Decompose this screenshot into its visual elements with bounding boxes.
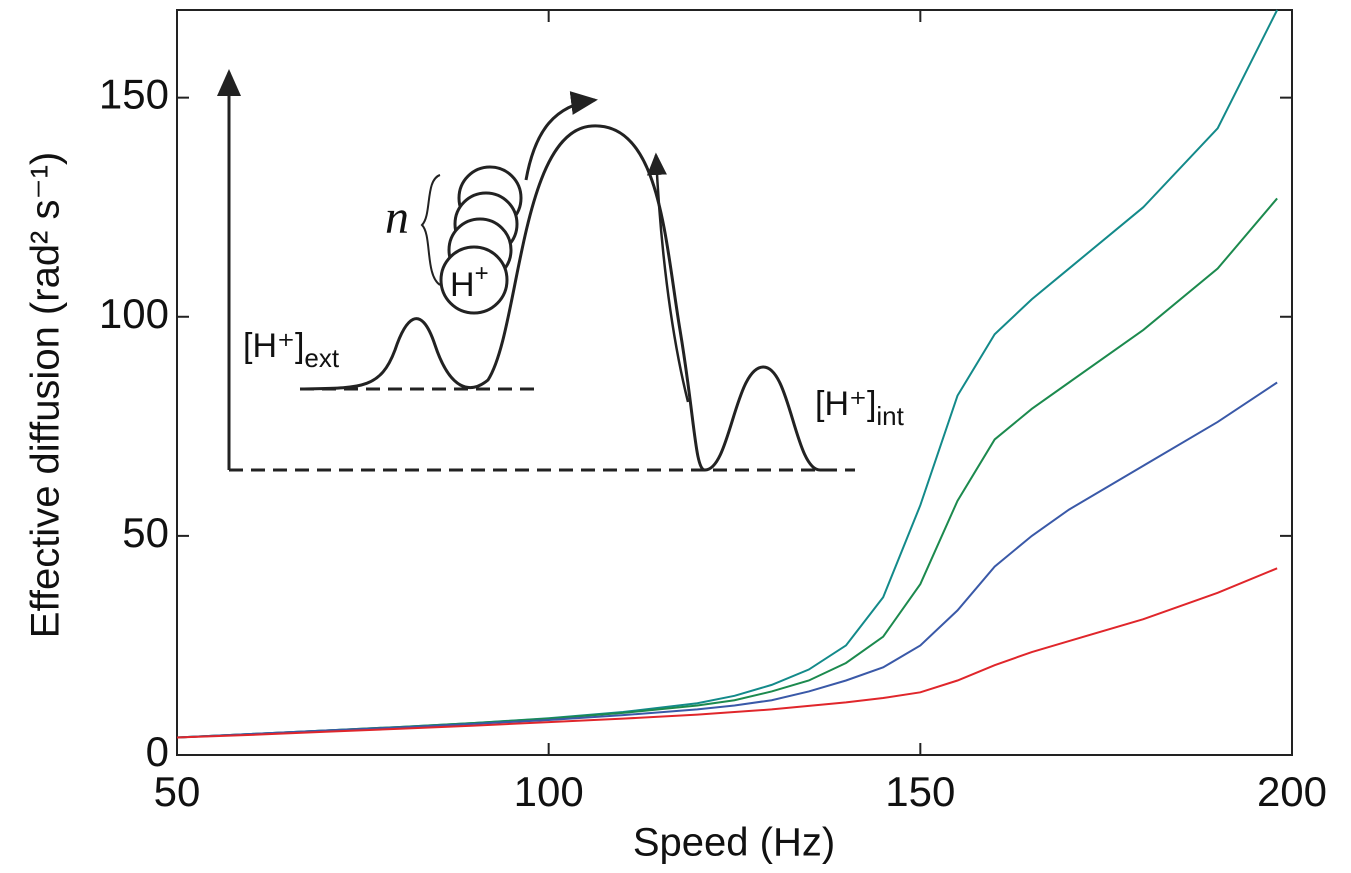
energy-profile xyxy=(299,124,835,472)
annotation-text: [H⁺] xyxy=(243,327,304,365)
y-tick-label: 50 xyxy=(122,509,169,556)
y-tick-label: 100 xyxy=(99,290,169,337)
ion-text: H xyxy=(450,266,475,304)
arrow xyxy=(646,152,690,403)
series-line xyxy=(176,381,1278,739)
count-symbol: n xyxy=(385,191,409,244)
series-line xyxy=(176,567,1278,739)
x-tick-label: 150 xyxy=(885,768,955,815)
annotation-text: [H⁺] xyxy=(815,385,876,423)
ion-label: H+ xyxy=(450,260,489,304)
x-tick-label: 50 xyxy=(154,768,201,815)
x-axis-label: Speed (Hz) xyxy=(633,821,835,865)
ion-superscript: + xyxy=(475,260,489,287)
y-axis-label: Effective diffusion (rad² s⁻¹) xyxy=(24,152,68,638)
annotation: [H⁺]int xyxy=(815,385,905,431)
x-tick-label: 200 xyxy=(1257,768,1327,815)
y-tick-label: 150 xyxy=(99,71,169,118)
plot-frame xyxy=(176,9,1293,756)
arrow xyxy=(524,91,598,181)
y-tick-label: 0 xyxy=(146,728,169,775)
annotation: [H⁺]ext xyxy=(243,327,340,373)
inset-diagram xyxy=(217,69,855,472)
ion-circle xyxy=(439,245,509,315)
annotation-subscript: ext xyxy=(304,343,339,373)
series-line xyxy=(176,197,1278,739)
annotation-subscript: int xyxy=(876,401,904,431)
x-tick-label: 100 xyxy=(514,768,584,815)
brace xyxy=(420,174,441,286)
